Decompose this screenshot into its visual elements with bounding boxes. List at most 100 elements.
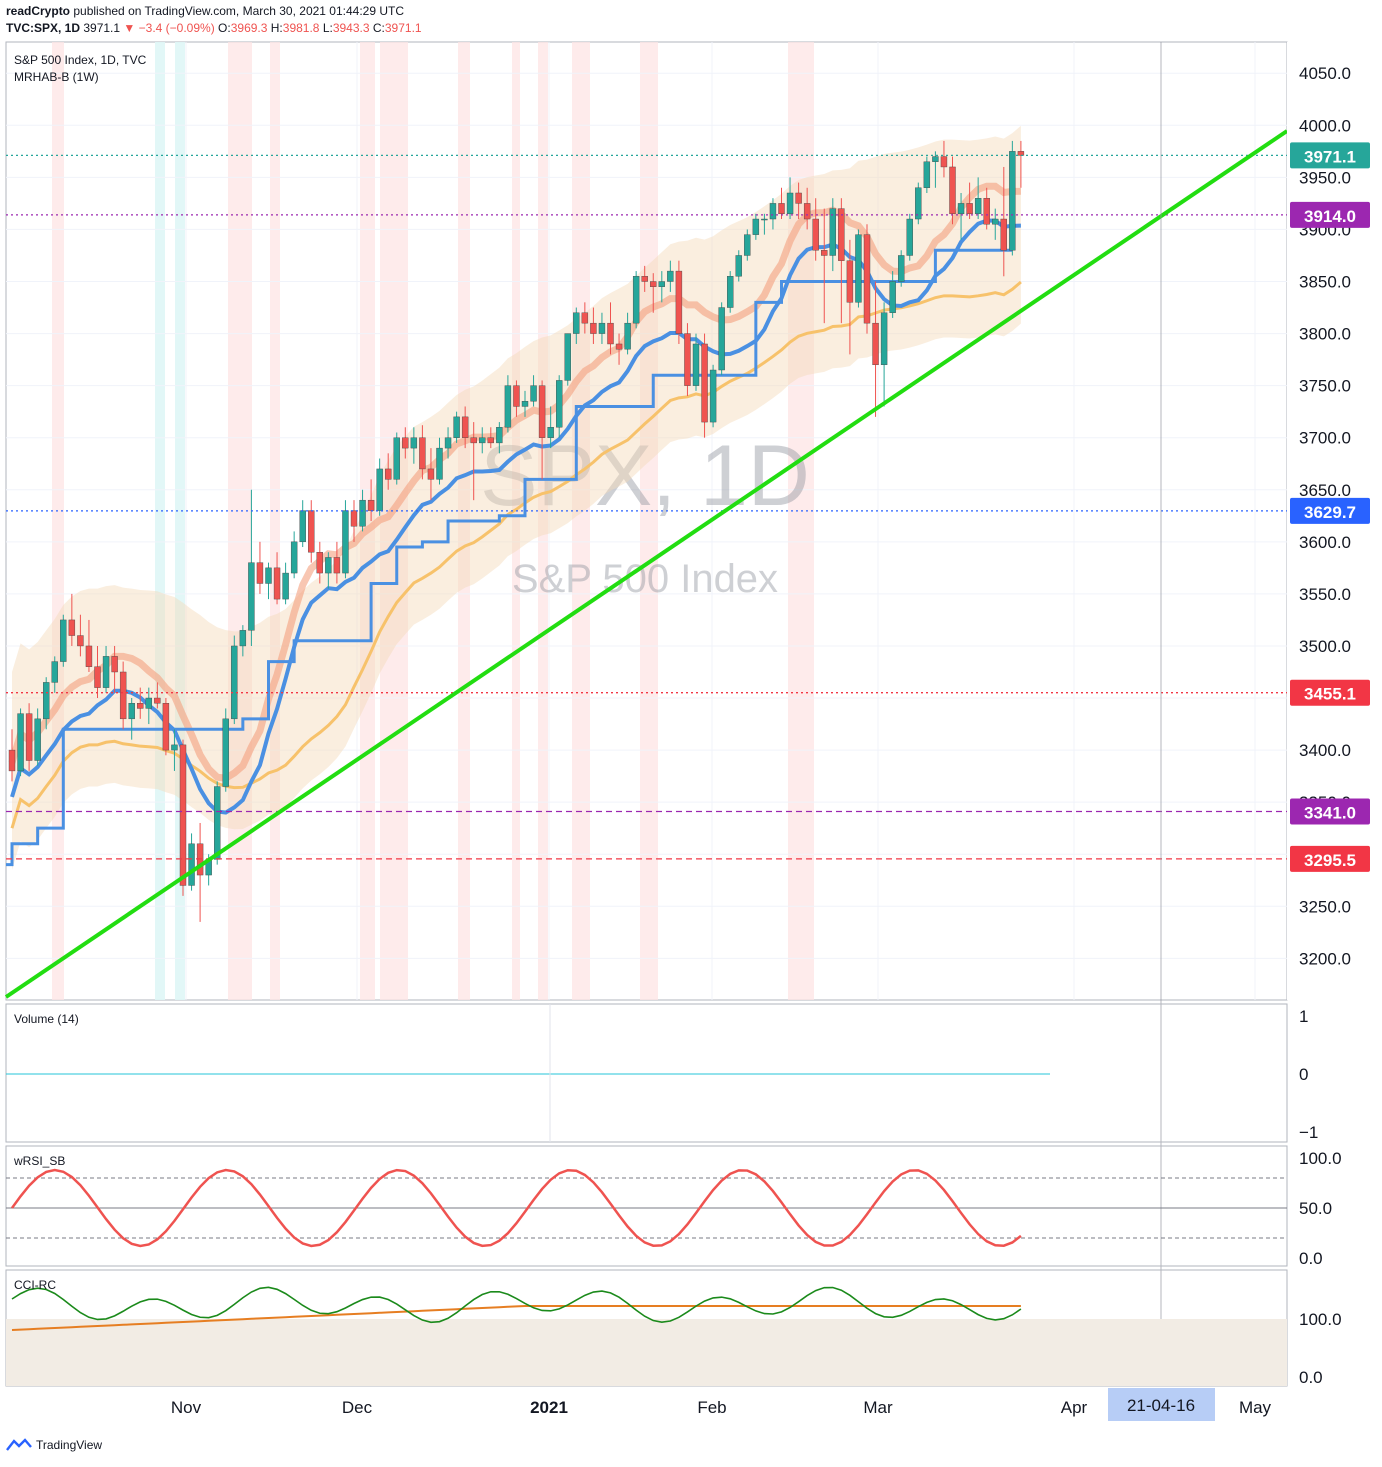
candle-body-92 bbox=[795, 192, 802, 204]
candle-body-41 bbox=[359, 499, 366, 527]
indicator-legend[interactable]: MRHAB-B (1W) bbox=[14, 70, 99, 84]
price-tag-4: 3341.0 bbox=[1304, 804, 1356, 823]
candle-body-48 bbox=[419, 437, 426, 470]
candle-body-116 bbox=[1000, 218, 1007, 251]
candle-body-51 bbox=[444, 437, 452, 449]
cci-zone bbox=[6, 1319, 1287, 1386]
time-label-2: 2021 bbox=[530, 1398, 568, 1417]
candle-body-13 bbox=[119, 671, 127, 720]
candle-body-20 bbox=[179, 744, 187, 886]
candle-body-76 bbox=[658, 281, 665, 287]
candle-body-75 bbox=[650, 281, 657, 287]
price-tag-1: 3914.0 bbox=[1304, 207, 1356, 226]
candle-body-49 bbox=[427, 468, 435, 480]
candle-body-36 bbox=[316, 552, 323, 574]
last-price: 3971.1 bbox=[83, 21, 121, 35]
candle-body-59 bbox=[513, 385, 520, 407]
candle-body-58 bbox=[504, 385, 512, 428]
candle-body-86 bbox=[744, 234, 751, 256]
trend-line[interactable] bbox=[4, 129, 1289, 999]
series-legend[interactable]: S&P 500 Index, 1D, TVC bbox=[14, 53, 147, 67]
candle-body-94 bbox=[812, 218, 819, 251]
candle-body-47 bbox=[410, 437, 418, 449]
candle-body-28 bbox=[248, 562, 255, 631]
candle-body-18 bbox=[162, 703, 170, 751]
close-label: C: bbox=[372, 21, 385, 35]
price-tag-bg-5 bbox=[1290, 845, 1370, 872]
candle-body-96 bbox=[829, 208, 836, 256]
volume-pane bbox=[5, 1003, 1288, 1143]
candle-series bbox=[8, 140, 1025, 922]
candle-body-25 bbox=[222, 718, 229, 787]
red-band-7 bbox=[538, 42, 548, 1000]
price-tag-2: 3629.7 bbox=[1304, 503, 1356, 522]
candle-body-0 bbox=[8, 749, 16, 772]
candle-body-33 bbox=[290, 541, 298, 574]
candle-body-113 bbox=[974, 197, 982, 215]
candle-body-74 bbox=[641, 276, 648, 282]
candle-body-108 bbox=[932, 156, 939, 162]
candle-body-117 bbox=[1009, 151, 1016, 251]
candle-body-8 bbox=[77, 635, 84, 647]
candle-body-56 bbox=[487, 437, 494, 444]
candle-body-72 bbox=[624, 322, 631, 350]
candle-body-84 bbox=[727, 276, 734, 308]
ohlc-line: TVC:SPX, 1D 3971.1 ▼ −3.4 (−0.09%) O:396… bbox=[6, 21, 422, 35]
time-label-5: Apr bbox=[1061, 1398, 1088, 1417]
cci-signal-line bbox=[11, 1305, 1021, 1331]
candle-body-43 bbox=[376, 468, 383, 511]
candle-body-38 bbox=[333, 557, 341, 574]
price-tick-2: 3950.0 bbox=[1299, 168, 1351, 187]
price-tick-11: 3500.0 bbox=[1299, 637, 1351, 656]
date-cursor-label: 21-04-16 bbox=[1127, 1396, 1195, 1415]
price-change: −3.4 (−0.09%) bbox=[138, 21, 215, 35]
candle-body-111 bbox=[957, 203, 965, 215]
low-label: L: bbox=[322, 21, 333, 35]
candle-body-79 bbox=[684, 333, 691, 386]
candle-body-10 bbox=[94, 666, 101, 688]
footer-brand[interactable]: TradingView bbox=[6, 1438, 102, 1452]
price-tick-6: 3750.0 bbox=[1299, 377, 1351, 396]
wrsi-tick-0: 0.0 bbox=[1299, 1249, 1323, 1268]
wrsi-label[interactable]: wRSI_SB bbox=[13, 1154, 65, 1168]
red-band-0 bbox=[52, 42, 64, 1000]
candle-body-61 bbox=[530, 385, 537, 402]
candle-body-63 bbox=[547, 427, 554, 438]
candle-body-115 bbox=[992, 218, 999, 225]
candle-body-89 bbox=[769, 203, 777, 220]
candle-body-102 bbox=[880, 312, 888, 366]
price-tick-0: 4050.0 bbox=[1299, 64, 1351, 83]
candle-body-29 bbox=[256, 562, 264, 584]
candle-body-37 bbox=[325, 557, 332, 574]
candle-body-69 bbox=[598, 322, 606, 334]
symbol-label[interactable]: TVC:SPX, 1D bbox=[6, 21, 81, 35]
red-band-6 bbox=[512, 42, 520, 1000]
volume-label[interactable]: Volume (14) bbox=[14, 1012, 79, 1026]
stop-step-line bbox=[6, 248, 1013, 867]
candle-body-3 bbox=[34, 718, 41, 761]
candle-body-12 bbox=[111, 656, 118, 673]
candle-body-98 bbox=[846, 260, 854, 303]
time-axis[interactable]: Nov Dec 2021 Feb Mar Apr May bbox=[171, 1398, 1272, 1417]
price-tick-10: 3550.0 bbox=[1299, 585, 1351, 604]
high-label: H: bbox=[270, 21, 283, 35]
candle-body-118 bbox=[1017, 151, 1025, 156]
price-tick-13: 3400.0 bbox=[1299, 741, 1351, 760]
candle-body-27 bbox=[239, 630, 247, 647]
cci-label[interactable]: CCI-RC bbox=[14, 1278, 56, 1292]
price-tags: 3971.1 3914.0 3629.7 3455.1 3341.0 3295.5 bbox=[1290, 142, 1370, 872]
candle-body-106 bbox=[915, 187, 922, 220]
open-label: O: bbox=[218, 21, 231, 35]
wrsi-series bbox=[10, 1168, 1022, 1248]
price-tag-bg-2 bbox=[1290, 497, 1370, 524]
candle-body-95 bbox=[821, 250, 828, 256]
date-cursor-badge bbox=[1108, 1388, 1215, 1421]
candle-body-11 bbox=[102, 656, 110, 688]
candle-body-30 bbox=[265, 567, 272, 584]
ema-mid-line bbox=[10, 218, 1021, 815]
publisher-name[interactable]: readCrypto bbox=[6, 4, 71, 18]
candle-body-77 bbox=[667, 270, 674, 282]
volume-tick-0: 0 bbox=[1299, 1065, 1308, 1084]
low-value: 3943.3 bbox=[332, 21, 370, 35]
